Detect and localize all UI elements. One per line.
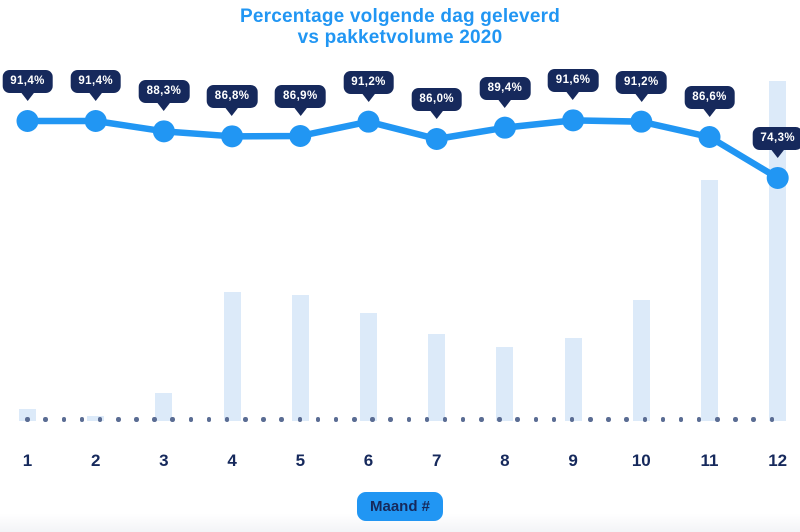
volume-bar: [769, 81, 787, 421]
month-label: 1: [22, 451, 33, 470]
month-label: 2: [90, 451, 101, 470]
baseline-dot: [460, 417, 466, 422]
value-tooltip: 91,4%: [70, 70, 121, 93]
data-point: [152, 120, 175, 143]
volume-bar: [223, 292, 241, 421]
data-point: [84, 110, 107, 132]
value-tooltip: 74,3%: [752, 126, 800, 150]
baseline-dot: [170, 417, 175, 422]
value-tooltip: 86,9%: [274, 84, 326, 108]
baseline-dot: [551, 417, 557, 422]
volume-bar: [564, 338, 582, 421]
chart-title: Percentage volgende dag geleverd vs pakk…: [0, 6, 800, 48]
value-tooltip: 86,0%: [411, 87, 462, 111]
data-point: [357, 110, 380, 133]
baseline-dot: [569, 417, 575, 422]
baseline-dot: [715, 417, 720, 422]
month-label: 4: [227, 451, 237, 470]
baseline-dot: [243, 417, 248, 422]
baseline-dot: [224, 417, 230, 422]
baseline-dot: [43, 417, 48, 422]
baseline-dot: [352, 417, 357, 422]
baseline-dot: [497, 417, 502, 422]
volume-bar: [155, 393, 173, 421]
month-label: 10: [631, 451, 651, 470]
value-tooltip: 91,2%: [343, 70, 394, 94]
baseline-dot: [279, 417, 284, 422]
value-tooltip: 91,2%: [615, 70, 667, 94]
month-label: 5: [295, 451, 306, 470]
baseline-dot: [660, 417, 666, 422]
data-point: [698, 125, 721, 148]
baseline-dot: [624, 417, 629, 422]
volume-bar: [496, 347, 514, 421]
baseline-dot: [206, 417, 212, 422]
volume-bar: [428, 334, 446, 421]
baseline-dot: [606, 417, 611, 422]
month-label: 12: [768, 451, 788, 470]
baseline-dot: [515, 417, 520, 422]
baseline-dot: [261, 417, 266, 422]
month-label: 8: [500, 451, 510, 470]
baseline-dot: [442, 417, 448, 422]
baseline-dot: [152, 417, 157, 422]
value-tooltip: 88,3%: [138, 80, 190, 104]
baseline-dot: [116, 417, 121, 422]
value-tooltip: 89,4%: [479, 76, 531, 100]
baseline-dot: [25, 417, 30, 422]
x-axis-title-badge: Maand #: [356, 492, 444, 521]
baseline-dot: [678, 417, 684, 422]
baseline-dot: [370, 417, 375, 422]
baseline-dot: [769, 417, 775, 422]
data-point: [562, 109, 585, 132]
baseline-dot: [61, 417, 67, 422]
baseline-dot: [134, 417, 139, 422]
data-point: [425, 127, 448, 150]
data-point: [16, 110, 39, 132]
x-axis-title-label: Maand #: [369, 498, 431, 515]
volume-bar: [291, 295, 309, 421]
baseline-dot: [97, 417, 103, 422]
month-label: 6: [363, 451, 374, 470]
data-point: [493, 116, 516, 139]
baseline-dot: [188, 417, 194, 422]
data-point: [289, 124, 312, 147]
baseline-dot: [533, 417, 539, 422]
value-tooltip: 86,6%: [684, 85, 735, 109]
month-label: 7: [431, 451, 442, 470]
month-label: 3: [159, 451, 169, 470]
baseline-dot: [79, 417, 85, 422]
baseline-dot: [733, 417, 738, 422]
volume-bar: [19, 409, 36, 421]
value-tooltip: 91,4%: [2, 70, 53, 93]
baseline-dot: [479, 417, 484, 422]
baseline-dot: [424, 417, 430, 422]
baseline-dot: [315, 417, 321, 422]
baseline-dot: [388, 417, 393, 422]
volume-bar: [632, 300, 650, 421]
volume-bar: [360, 313, 377, 421]
value-tooltip: 91,6%: [547, 69, 599, 93]
baseline-dot: [333, 417, 339, 422]
volume-bar: [87, 416, 105, 421]
baseline-dot: [588, 417, 593, 422]
baseline-dot: [642, 417, 648, 422]
line-series: [24, 117, 781, 182]
data-point: [766, 166, 789, 189]
chart-title-line2: vs pakketvolume 2020: [297, 27, 503, 48]
volume-bar: [701, 180, 718, 421]
baseline-dot: [696, 417, 702, 422]
month-label: 9: [568, 451, 578, 470]
data-point: [221, 125, 244, 148]
month-label: 11: [700, 451, 719, 470]
value-tooltip: 86,8%: [206, 85, 258, 109]
baseline-dot: [297, 417, 303, 422]
chart-title-line1: Percentage volgende dag geleverd: [239, 6, 560, 27]
baseline-dot: [751, 417, 756, 422]
data-point: [630, 110, 653, 133]
baseline-dot: [406, 417, 411, 422]
